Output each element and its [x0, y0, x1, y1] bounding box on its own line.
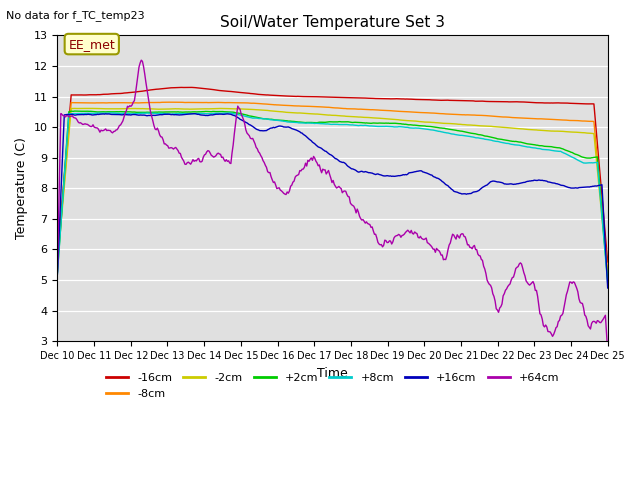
- Line: +2cm: +2cm: [58, 111, 608, 280]
- +2cm: [54, 270, 61, 276]
- +64cm: [54, 269, 61, 275]
- +16cm: [554, 181, 562, 187]
- -8cm: [604, 268, 612, 274]
- +64cm: [363, 219, 371, 225]
- -16cm: [187, 84, 195, 90]
- +8cm: [225, 110, 232, 116]
- +2cm: [389, 120, 397, 126]
- -2cm: [287, 110, 294, 116]
- -16cm: [554, 100, 562, 106]
- +2cm: [554, 145, 562, 151]
- +2cm: [459, 129, 467, 134]
- Line: +64cm: +64cm: [58, 60, 608, 352]
- Title: Soil/Water Temperature Set 3: Soil/Water Temperature Set 3: [220, 15, 445, 30]
- -8cm: [389, 108, 397, 114]
- -8cm: [554, 117, 562, 122]
- +8cm: [363, 122, 371, 128]
- +16cm: [54, 271, 61, 277]
- +16cm: [459, 191, 467, 197]
- Text: No data for f_TC_temp23: No data for f_TC_temp23: [6, 10, 145, 21]
- -8cm: [287, 103, 294, 108]
- +2cm: [604, 277, 612, 283]
- +64cm: [138, 57, 145, 63]
- +2cm: [363, 120, 371, 126]
- +64cm: [459, 231, 467, 237]
- Line: -2cm: -2cm: [58, 108, 608, 277]
- Line: -8cm: -8cm: [58, 102, 608, 271]
- -2cm: [389, 117, 397, 122]
- +64cm: [389, 239, 397, 245]
- -2cm: [88, 106, 96, 111]
- +2cm: [71, 108, 79, 114]
- Text: EE_met: EE_met: [68, 37, 115, 50]
- +2cm: [287, 118, 294, 124]
- +16cm: [287, 125, 294, 131]
- -8cm: [54, 258, 61, 264]
- Line: -16cm: -16cm: [58, 87, 608, 262]
- +8cm: [54, 270, 61, 276]
- +8cm: [459, 132, 467, 138]
- -8cm: [459, 112, 467, 118]
- +8cm: [389, 124, 397, 130]
- +64cm: [287, 183, 294, 189]
- -16cm: [363, 95, 371, 101]
- -2cm: [459, 122, 467, 128]
- -16cm: [389, 96, 397, 102]
- +16cm: [604, 285, 612, 291]
- -16cm: [54, 254, 61, 260]
- -8cm: [226, 100, 234, 106]
- +64cm: [554, 319, 562, 324]
- Line: +8cm: +8cm: [58, 113, 608, 284]
- Line: +16cm: +16cm: [58, 114, 608, 288]
- -2cm: [554, 128, 562, 134]
- Legend: -16cm, -8cm, -2cm, +2cm, +8cm, +16cm, +64cm: -16cm, -8cm, -2cm, +2cm, +8cm, +16cm, +6…: [102, 369, 564, 403]
- +8cm: [226, 110, 234, 116]
- -2cm: [54, 262, 61, 267]
- -2cm: [226, 106, 234, 111]
- +8cm: [554, 148, 562, 154]
- +16cm: [190, 111, 198, 117]
- -8cm: [164, 99, 172, 105]
- -16cm: [459, 98, 467, 104]
- -16cm: [287, 94, 294, 99]
- -2cm: [604, 275, 612, 280]
- -16cm: [226, 88, 234, 94]
- -8cm: [363, 107, 371, 112]
- +8cm: [287, 119, 294, 125]
- -16cm: [604, 259, 612, 265]
- Y-axis label: Temperature (C): Temperature (C): [15, 137, 28, 239]
- +16cm: [363, 169, 371, 175]
- +2cm: [226, 109, 234, 115]
- +16cm: [226, 111, 234, 117]
- +64cm: [604, 349, 612, 355]
- X-axis label: Time: Time: [317, 367, 348, 380]
- +64cm: [226, 160, 234, 166]
- +16cm: [389, 173, 397, 179]
- -2cm: [363, 115, 371, 120]
- +8cm: [604, 281, 612, 287]
